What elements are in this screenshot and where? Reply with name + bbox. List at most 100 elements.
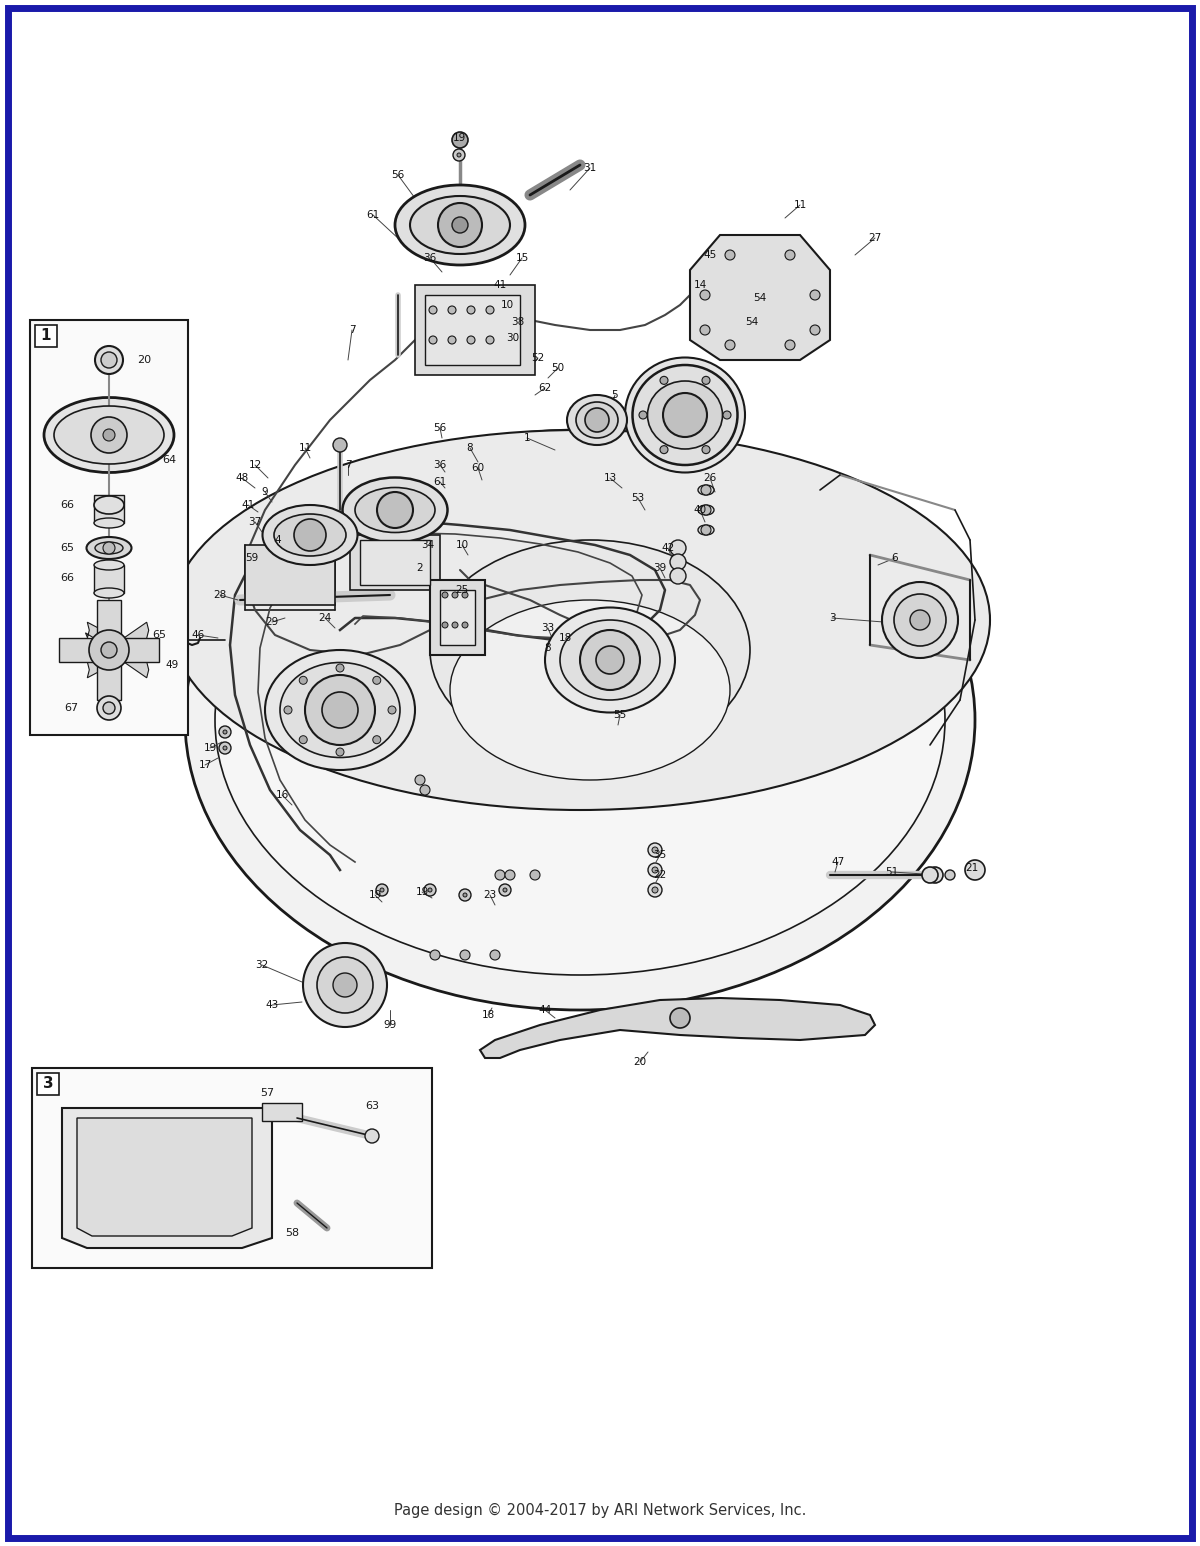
- Circle shape: [648, 883, 662, 897]
- Ellipse shape: [450, 600, 730, 781]
- Circle shape: [101, 642, 118, 659]
- Circle shape: [946, 870, 955, 880]
- Polygon shape: [77, 1118, 252, 1235]
- Ellipse shape: [94, 518, 124, 529]
- Text: 34: 34: [421, 540, 434, 550]
- Text: 41: 41: [241, 499, 254, 510]
- Circle shape: [596, 646, 624, 674]
- Text: 42: 42: [661, 543, 674, 553]
- Text: 46: 46: [191, 631, 205, 640]
- Circle shape: [380, 887, 384, 892]
- Ellipse shape: [410, 196, 510, 254]
- Circle shape: [725, 250, 734, 260]
- Text: 20: 20: [137, 356, 151, 365]
- Ellipse shape: [94, 587, 124, 598]
- Bar: [94, 564, 124, 594]
- Text: 26: 26: [703, 473, 716, 482]
- Text: 3: 3: [43, 1076, 53, 1091]
- Circle shape: [334, 438, 347, 451]
- Ellipse shape: [265, 649, 415, 770]
- Bar: [440, 591, 475, 645]
- Text: 41: 41: [493, 280, 506, 291]
- Bar: [32, 1068, 432, 1268]
- Text: 8: 8: [545, 643, 551, 652]
- Circle shape: [452, 131, 468, 148]
- Circle shape: [365, 1129, 379, 1142]
- Text: 10: 10: [456, 540, 468, 550]
- Ellipse shape: [342, 478, 448, 543]
- Text: 48: 48: [235, 473, 248, 482]
- Circle shape: [499, 884, 511, 897]
- Ellipse shape: [698, 526, 714, 535]
- Circle shape: [490, 949, 500, 960]
- Text: 28: 28: [214, 591, 227, 600]
- Circle shape: [442, 621, 448, 628]
- Text: 99: 99: [383, 1020, 397, 1030]
- Text: 27: 27: [869, 233, 882, 243]
- Ellipse shape: [560, 620, 660, 700]
- Circle shape: [457, 153, 461, 158]
- Circle shape: [486, 335, 494, 345]
- Text: 65: 65: [152, 631, 166, 640]
- Circle shape: [438, 203, 482, 247]
- Circle shape: [701, 506, 710, 515]
- Circle shape: [810, 291, 820, 300]
- Text: 64: 64: [162, 455, 176, 465]
- Ellipse shape: [44, 397, 174, 473]
- Circle shape: [922, 867, 938, 883]
- Circle shape: [89, 631, 130, 669]
- Text: 11: 11: [299, 444, 312, 453]
- Text: 19: 19: [415, 887, 428, 897]
- Ellipse shape: [86, 536, 132, 560]
- Text: 60: 60: [472, 462, 485, 473]
- Circle shape: [424, 884, 436, 897]
- Ellipse shape: [54, 407, 164, 464]
- Ellipse shape: [170, 430, 990, 810]
- Circle shape: [430, 949, 440, 960]
- Circle shape: [660, 376, 668, 385]
- Circle shape: [322, 693, 358, 728]
- Text: 58: 58: [284, 1228, 299, 1238]
- Text: 66: 66: [60, 499, 74, 510]
- Circle shape: [785, 340, 796, 349]
- Ellipse shape: [576, 402, 618, 438]
- Circle shape: [652, 847, 658, 853]
- Circle shape: [670, 540, 686, 557]
- Circle shape: [415, 775, 425, 785]
- Circle shape: [430, 306, 437, 314]
- Circle shape: [701, 485, 710, 495]
- Ellipse shape: [632, 365, 738, 465]
- Text: 67: 67: [64, 703, 78, 713]
- Ellipse shape: [430, 540, 750, 761]
- Text: 15: 15: [515, 254, 529, 263]
- Bar: [262, 1102, 302, 1121]
- Ellipse shape: [698, 506, 714, 515]
- Circle shape: [299, 736, 307, 744]
- Circle shape: [460, 949, 470, 960]
- Circle shape: [452, 216, 468, 233]
- Circle shape: [220, 727, 230, 737]
- Text: 19: 19: [368, 890, 382, 900]
- Text: 44: 44: [539, 1005, 552, 1016]
- Circle shape: [95, 346, 124, 374]
- Text: 24: 24: [318, 614, 331, 623]
- Ellipse shape: [698, 485, 714, 495]
- Circle shape: [910, 611, 930, 631]
- Text: 18: 18: [558, 632, 571, 643]
- Text: 30: 30: [506, 332, 520, 343]
- Ellipse shape: [94, 496, 124, 513]
- Text: 33: 33: [541, 623, 554, 632]
- Circle shape: [580, 631, 640, 690]
- Circle shape: [373, 736, 380, 744]
- Text: 35: 35: [653, 850, 667, 860]
- Circle shape: [334, 972, 358, 997]
- Text: 63: 63: [365, 1101, 379, 1112]
- Text: 32: 32: [256, 960, 269, 969]
- Circle shape: [530, 870, 540, 880]
- Text: 52: 52: [532, 352, 545, 363]
- Text: 61: 61: [433, 478, 446, 487]
- Text: 59: 59: [245, 553, 259, 563]
- Text: 18: 18: [481, 1010, 494, 1020]
- Circle shape: [442, 592, 448, 598]
- Text: 7: 7: [349, 325, 355, 335]
